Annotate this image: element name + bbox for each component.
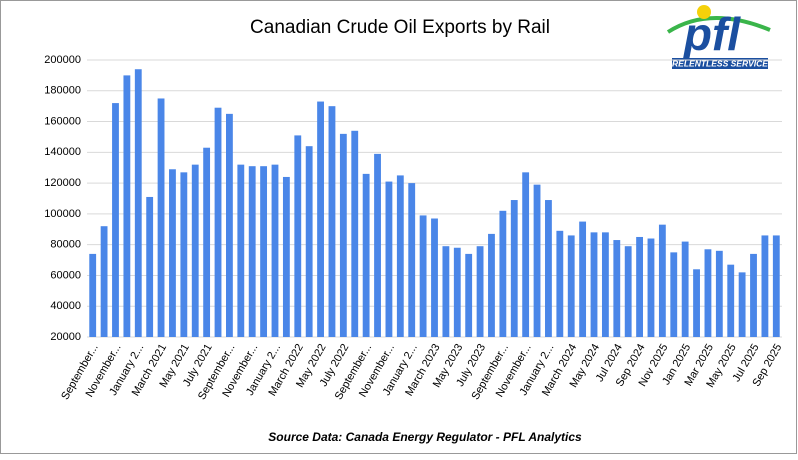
bar <box>328 106 336 338</box>
chart-title: Canadian Crude Oil Exports by Rail <box>250 17 550 38</box>
bar <box>260 166 268 337</box>
bar <box>579 221 587 337</box>
bar <box>385 181 393 337</box>
bar <box>157 98 165 337</box>
y-tick-label: 80000 <box>50 239 81 251</box>
bar <box>670 252 678 337</box>
logo-arc <box>666 16 771 34</box>
bar <box>248 166 256 337</box>
bar <box>693 269 700 337</box>
bar <box>191 164 199 337</box>
logo-band <box>672 58 768 69</box>
bar <box>624 246 632 337</box>
bar <box>601 232 609 337</box>
bar <box>715 250 723 337</box>
y-tick-label: 40000 <box>50 300 81 312</box>
bar <box>226 113 233 337</box>
bar <box>499 210 507 337</box>
bar <box>442 246 450 337</box>
bar <box>488 233 495 337</box>
y-tick-label: 20000 <box>50 331 81 343</box>
bar <box>510 200 518 337</box>
bar <box>408 183 416 337</box>
bar <box>556 230 564 337</box>
bar <box>123 75 131 337</box>
bar <box>169 169 176 337</box>
logo-sun <box>697 5 711 19</box>
bar <box>476 246 484 337</box>
bar <box>636 236 643 337</box>
bar <box>134 69 142 337</box>
bar <box>294 135 302 337</box>
bar <box>658 224 666 337</box>
bar <box>419 215 427 337</box>
logo-mark: pfl <box>682 8 741 60</box>
bar <box>396 175 404 337</box>
bar <box>374 153 381 337</box>
y-tick-label: 180000 <box>44 85 81 97</box>
bar <box>431 218 438 337</box>
source-note: Source Data: Canada Energy Regulator - P… <box>268 430 582 444</box>
bar <box>613 240 621 337</box>
bar <box>100 226 108 337</box>
bar <box>453 247 461 337</box>
logo-tagline: RELENTLESS SERVICE <box>672 58 768 68</box>
bar <box>180 172 188 337</box>
bar <box>681 241 689 337</box>
bar <box>214 107 222 337</box>
y-tick-label: 120000 <box>44 177 81 189</box>
bar <box>750 253 757 337</box>
bar <box>351 130 359 337</box>
bar <box>339 133 347 337</box>
bar <box>545 200 552 337</box>
y-tick-label: 200000 <box>44 54 81 66</box>
bar <box>112 103 119 337</box>
y-tick-label: 100000 <box>44 208 81 220</box>
bar <box>89 253 97 337</box>
bar <box>146 196 154 337</box>
bar <box>522 172 530 337</box>
bar <box>271 164 279 337</box>
bar <box>465 253 473 337</box>
bar <box>362 173 370 337</box>
bar <box>282 176 290 337</box>
bar <box>203 147 211 337</box>
bar <box>237 164 245 337</box>
y-tick-label: 140000 <box>44 146 81 158</box>
y-tick-label: 60000 <box>50 269 81 281</box>
bar <box>704 249 712 337</box>
bar <box>761 235 769 337</box>
bar <box>727 264 735 337</box>
logo: pfl RELENTLESS SERVICE <box>666 5 771 69</box>
bar <box>590 232 598 337</box>
bar <box>305 146 313 337</box>
bar <box>567 235 575 337</box>
bar <box>772 235 780 337</box>
bar <box>317 101 324 337</box>
bar <box>647 238 655 337</box>
bar <box>533 184 541 337</box>
y-tick-label: 160000 <box>44 115 81 127</box>
bar <box>738 272 746 337</box>
